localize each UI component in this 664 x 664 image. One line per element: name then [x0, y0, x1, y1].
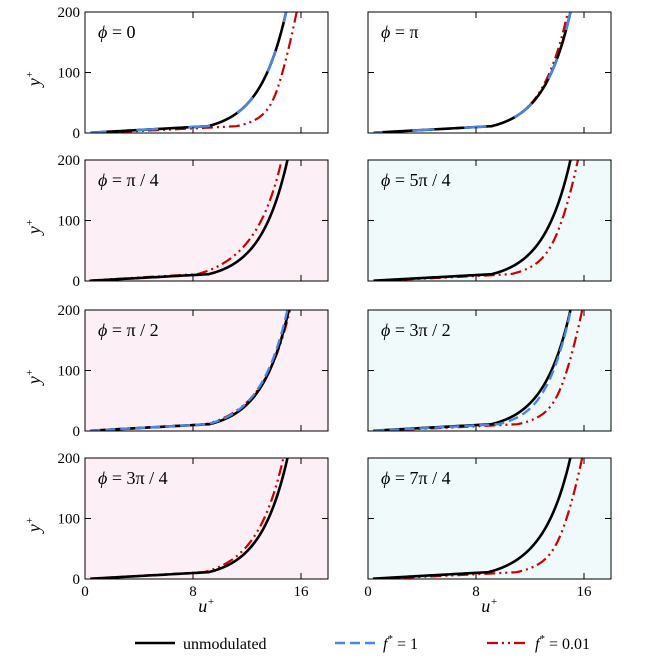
y-tick-label: 200 — [58, 153, 81, 169]
x-tick-label: 16 — [294, 584, 310, 600]
phase-value: = 0 — [107, 22, 135, 42]
y-axis-label: y+ — [24, 517, 44, 534]
panel-8: 0 8 16 ϕ = 7π / 4 — [364, 457, 612, 600]
legend: unmodulated f* = 1 f* = 0.01 — [135, 633, 590, 653]
series-line-f1 — [89, 12, 288, 133]
phase-value: = π / 4 — [107, 170, 158, 190]
x-tick-label: 0 — [364, 584, 372, 600]
phase-label: ϕ = π / 2 — [98, 320, 159, 340]
y-tick-label: 200 — [58, 5, 81, 21]
legend-label-sup: * — [539, 633, 545, 645]
phase-label: ϕ = 3π / 2 — [381, 320, 451, 340]
x-tick-label: 8 — [189, 584, 197, 600]
panel-background — [368, 12, 611, 133]
y-tick-label: 0 — [73, 126, 81, 142]
phase-label: ϕ = 0 — [98, 22, 135, 42]
legend-label-unmod: unmodulated — [183, 636, 267, 653]
x-axis-label: u+ — [198, 596, 214, 616]
panel-background — [368, 160, 611, 281]
phase-label: ϕ = 7π / 4 — [381, 468, 451, 488]
x-axis-label: u+ — [481, 596, 497, 616]
panel-background — [85, 458, 328, 579]
phase-value: = 5π / 4 — [390, 170, 450, 190]
x-axis-label-sup: + — [490, 596, 497, 608]
phase-value: = π / 2 — [107, 320, 158, 340]
y-tick-label: 100 — [58, 214, 81, 230]
phase-label: ϕ = π / 4 — [98, 170, 159, 190]
y-tick-label: 0 — [73, 274, 81, 290]
y-tick-label: 0 — [73, 424, 81, 440]
legend-label-f001: f* = 0.01 — [535, 633, 590, 653]
series-line-unmod — [89, 160, 289, 281]
panel-background — [85, 160, 328, 281]
panel-6: ϕ = 3π / 2 — [367, 309, 612, 432]
x-tick-label: 8 — [472, 584, 480, 600]
y-axis-label: y+ — [24, 71, 44, 88]
y-tick-label: 0 — [73, 572, 81, 588]
panel-background — [85, 12, 328, 133]
phase-symbol: ϕ — [98, 320, 107, 340]
legend-label-tail: = 1 — [393, 636, 418, 653]
panel-background — [85, 310, 328, 431]
series-line-f001 — [374, 160, 579, 281]
y-axis-label: y+ — [24, 219, 44, 236]
legend-label-tail: = 0.01 — [545, 636, 590, 653]
phase-value: = π — [390, 22, 418, 42]
series-line-unmod — [371, 458, 572, 579]
panel-background — [368, 458, 611, 579]
phase-symbol: ϕ — [381, 22, 390, 42]
y-tick-label: 100 — [58, 66, 81, 82]
y-tick-label: 100 — [58, 512, 81, 528]
y-tick-label: 200 — [58, 451, 81, 467]
panel-2: ϕ = π — [367, 11, 612, 134]
y-axis-label-sup: + — [24, 71, 36, 78]
series-line-f1 — [89, 310, 289, 431]
x-tick-label: 16 — [577, 584, 593, 600]
y-axis-label-sup: + — [24, 369, 36, 376]
panel-7: 0 100 200 0 8 16 y+ ϕ = 3π / 4 — [24, 451, 329, 600]
phase-label: ϕ = 5π / 4 — [381, 170, 451, 190]
legend-label-sup: * — [387, 633, 393, 645]
x-axis-label-sup: + — [207, 596, 214, 608]
series-line-f1 — [373, 310, 572, 431]
phase-symbol: ϕ — [98, 170, 107, 190]
x-tick-label: 0 — [81, 584, 89, 600]
legend-label-base: f — [535, 636, 542, 653]
y-tick-label: 200 — [58, 303, 81, 319]
phase-value: = 3π / 4 — [107, 468, 167, 488]
legend-label-base: f — [383, 636, 390, 653]
phase-label: ϕ = 3π / 4 — [98, 468, 168, 488]
phase-symbol: ϕ — [381, 468, 390, 488]
phase-value: = 7π / 4 — [390, 468, 450, 488]
y-axis-label-sup: + — [24, 517, 36, 524]
phase-symbol: ϕ — [98, 22, 107, 42]
y-axis-label: y+ — [24, 369, 44, 386]
series-line-f1 — [372, 12, 572, 133]
series-line-unmod — [372, 160, 572, 281]
phase-symbol: ϕ — [98, 468, 107, 488]
panel-5: 0 100 200 y+ ϕ = π / 2 — [24, 303, 329, 440]
phase-value: = 3π / 2 — [390, 320, 450, 340]
series-line-unmod — [89, 458, 289, 579]
legend-label-f1: f* = 1 — [383, 633, 418, 653]
panel-3: 0 100 200 y+ ϕ = π / 4 — [24, 153, 329, 290]
panel-4: ϕ = 5π / 4 — [367, 159, 612, 282]
phase-label: ϕ = π — [381, 22, 419, 42]
panel-background — [368, 310, 611, 431]
panel-1: 0 100 200 y+ ϕ = 0 — [24, 5, 329, 142]
phase-symbol: ϕ — [381, 170, 390, 190]
y-axis-label-sup: + — [24, 219, 36, 226]
phase-symbol: ϕ — [381, 320, 390, 340]
y-tick-label: 100 — [58, 364, 81, 380]
